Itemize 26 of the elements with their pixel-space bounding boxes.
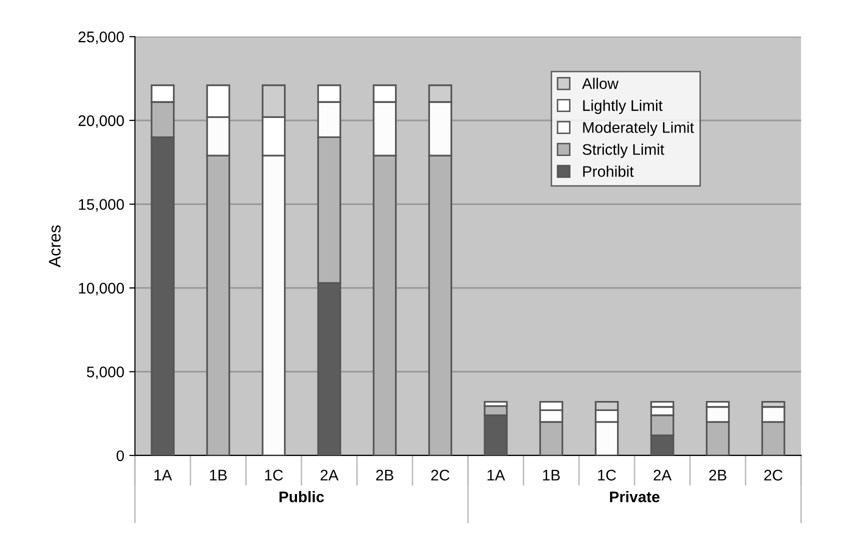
x-tick-label: 1B — [210, 470, 227, 480]
legend-label: Strictly Limit — [582, 144, 664, 158]
x-tick-label: 2B — [376, 470, 394, 480]
x-tick-label: 2A — [654, 470, 672, 480]
y-axis-title: Acres — [48, 225, 61, 268]
y-tick-label: 10,000 — [78, 282, 124, 296]
x-tick-label: 2A — [320, 470, 339, 480]
legend-label: Moderately Limit — [583, 122, 694, 136]
y-tick-label: 20,000 — [78, 115, 124, 128]
text: Private — [610, 491, 660, 502]
legend-label: Allow — [582, 78, 619, 90]
x-tick-label: 1B — [543, 470, 560, 480]
y-tick-label: 25,000 — [78, 32, 124, 44]
x-tick-label: 1A — [488, 470, 506, 480]
y-tick-label: 0 — [116, 450, 124, 462]
x-tick-label: 2C — [764, 470, 782, 481]
y-tick-label: 15,000 — [78, 199, 124, 212]
x-tick-label: 2C — [431, 470, 450, 481]
legend-label: Lightly Limit — [583, 100, 663, 114]
x-tick-label: 1C — [265, 470, 283, 481]
legend-label: Prohibit — [583, 166, 634, 177]
text: Public — [280, 491, 324, 502]
x-tick-label: 1C — [598, 470, 616, 481]
y-tick-label: 5,000 — [86, 366, 124, 380]
x-tick-label: 1A — [154, 470, 172, 480]
x-tick-label: 2B — [709, 470, 726, 480]
